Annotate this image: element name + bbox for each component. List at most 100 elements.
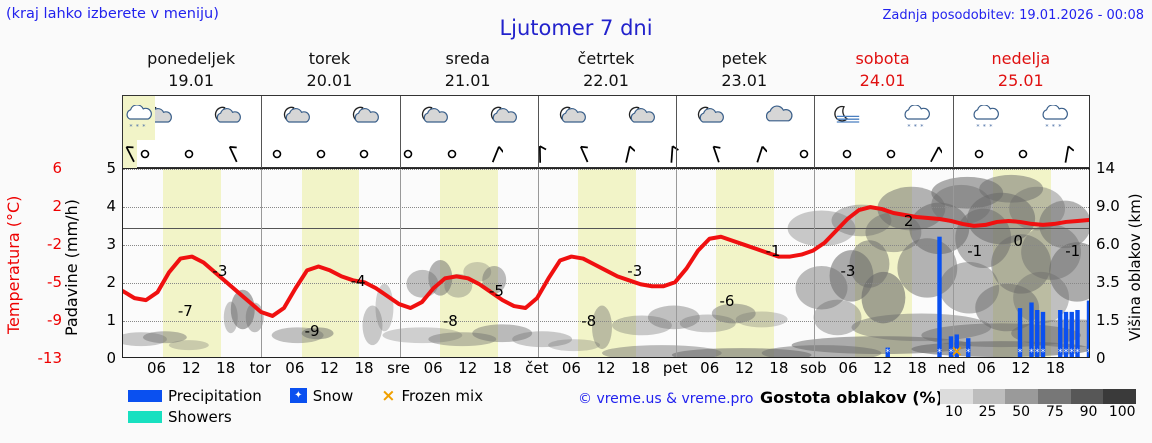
precipitation-tick: 2 (106, 273, 116, 291)
x-tick-label: 06 (561, 359, 581, 377)
precipitation-tick: 5 (106, 159, 116, 177)
x-tick-label: čet (525, 359, 549, 377)
day-name: četrtek (577, 49, 635, 68)
cloud-density-tick: 75 (1045, 404, 1064, 420)
temperature-value-label: -8 (442, 311, 458, 330)
day-header-row: ponedeljek 19.01 torek 20.01 sreda 21.01 četrt… (122, 48, 1090, 94)
cloud-height-tick: 0 (1096, 349, 1106, 367)
cloud-blob (735, 311, 788, 328)
gridline-day (261, 169, 263, 357)
temperature-value-label: -3 (840, 261, 856, 280)
gridline-horizontal (123, 169, 1089, 170)
day-separator (814, 96, 816, 169)
day-date: 22.01 (583, 71, 629, 90)
precipitation-bar (885, 347, 890, 357)
wind-barb-icon (474, 140, 518, 168)
daylight-band (439, 169, 498, 357)
legend-label-precipitation: Precipitation (168, 386, 262, 405)
cloud-density-gradient (940, 389, 1137, 404)
temperature-value-label: -1 (967, 241, 983, 260)
x-tick-label: 12 (1011, 359, 1031, 377)
x-tick-label: 12 (596, 359, 616, 377)
moon-cloud-icon (606, 96, 675, 140)
cloud-blob (975, 283, 1040, 332)
gridline-horizontal (123, 283, 1089, 284)
day-date: 24.01 (859, 71, 906, 90)
svg-text:*: * (1058, 122, 1061, 130)
wind-barb-row (123, 140, 1089, 168)
frozen-mix-marker: × (950, 342, 963, 357)
wind-calm-icon (299, 140, 343, 168)
day-separator (537, 96, 539, 169)
wind-barb-icon (606, 140, 650, 168)
snow-marker: * (966, 348, 971, 357)
cloud-icon (744, 96, 813, 140)
day-name: torek (308, 49, 351, 68)
cloud-density-tick: 10 (944, 404, 963, 420)
day-header-pon: ponedeljek 19.01 (122, 48, 260, 94)
svg-text:*: * (982, 122, 985, 130)
temperature-tick: -13 (37, 349, 63, 367)
temperature-value-label: -7 (177, 301, 193, 320)
data-layer: **************× (123, 169, 1089, 357)
wind-barb-icon (1045, 140, 1089, 168)
daylight-band (301, 169, 360, 357)
temperature-value-label: -6 (719, 291, 735, 310)
snow-marker: * (937, 348, 942, 357)
precipitation-swatch (128, 389, 162, 402)
cloud-blob (463, 262, 492, 282)
cloud-height-tick: 14 (1096, 159, 1116, 177)
x-tick-label: 18 (216, 359, 236, 377)
cloud-blob (979, 174, 1044, 203)
moon-cloud-icon (192, 96, 261, 140)
cloud-blob (142, 331, 187, 344)
site-credit[interactable]: © vreme.us & vreme.pro (578, 391, 754, 407)
wind-calm-icon (957, 140, 1001, 168)
svg-text:*: * (129, 122, 132, 130)
temperature-value-label: -3 (627, 261, 643, 280)
legend-label-frozen-mix: Frozen mix (401, 386, 484, 405)
x-tick-label: 18 (1045, 359, 1065, 377)
cloud-density-step (940, 389, 973, 404)
svg-text:*: * (976, 122, 979, 130)
temperature-value-label: -3 (212, 261, 228, 280)
wind-calm-icon (123, 140, 167, 168)
cloud-blob (382, 327, 463, 344)
snow-marker: * (1018, 348, 1023, 357)
wind-barb-icon (913, 140, 957, 168)
x-tick-label: 18 (354, 359, 374, 377)
day-date: 21.01 (444, 71, 491, 90)
gridline-horizontal (123, 207, 1089, 208)
wind-calm-icon (343, 140, 387, 168)
gridline-day (952, 169, 954, 357)
gridline-day (537, 169, 539, 357)
cloud-blob (548, 339, 601, 352)
cloud-density-tick: 100 (1108, 404, 1136, 420)
x-tick-label: 12 (319, 359, 339, 377)
cloud-blob (123, 332, 167, 347)
cloud-density-legend-title: Gostota oblakov (%) (760, 388, 943, 407)
gridline-solid (123, 227, 1089, 229)
wind-calm-icon (430, 140, 474, 168)
snow-marker: * (1029, 348, 1034, 357)
cloud-density-step (1070, 389, 1104, 404)
cloud-blob (428, 332, 497, 347)
temperature-tick: 6 (52, 159, 62, 177)
precipitation-bar (1029, 302, 1034, 357)
x-tick-label: 18 (631, 359, 651, 377)
temperature-value-label: -5 (489, 281, 504, 300)
snow-marker: * (1064, 348, 1069, 357)
legend-precipitation: Precipitation ✦ Snow × Frozen mix Shower… (128, 385, 505, 427)
legend-item-frozen-mix: × Frozen mix (381, 386, 483, 406)
cloud-height-tick: 3.5 (1096, 273, 1120, 291)
precipitation-bar (1069, 311, 1074, 357)
x-tick-label: ned (937, 359, 966, 377)
precipitation-bar (937, 236, 942, 357)
cloud-blob (482, 265, 507, 294)
day-separator (952, 96, 954, 169)
day-name: nedelja (991, 49, 1051, 68)
day-header-čet: četrtek 22.01 (537, 48, 675, 94)
wind-calm-icon (782, 140, 826, 168)
location-menu-hint[interactable]: (kraj lahko izberete v meniju) (6, 6, 219, 22)
day-header-sob: sobota 24.01 (813, 48, 951, 94)
